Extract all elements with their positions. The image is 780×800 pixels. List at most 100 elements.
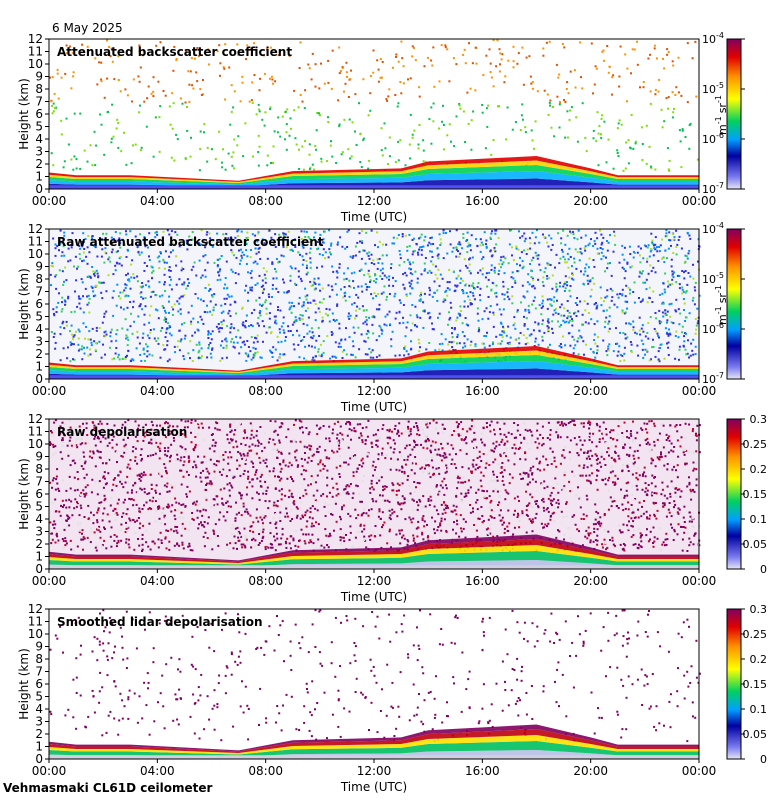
noise-pixel — [487, 317, 490, 320]
noise-pixel — [480, 241, 483, 244]
noise-pixel — [176, 138, 179, 141]
noise-pixel — [473, 298, 476, 301]
noise-pixel — [67, 297, 70, 300]
noise-pixel — [237, 235, 240, 237]
noise-pixel — [198, 341, 201, 344]
noise-pixel — [98, 340, 101, 343]
noise-pixel — [386, 99, 389, 102]
noise-pixel — [695, 439, 698, 442]
noise-pixel — [497, 273, 500, 276]
noise-pixel — [113, 534, 116, 536]
noise-pixel — [467, 295, 470, 298]
noise-pixel — [660, 453, 662, 456]
noise-pixel — [127, 339, 130, 341]
noise-pixel — [164, 455, 167, 458]
noise-pixel — [669, 239, 672, 242]
noise-pixel — [619, 292, 621, 295]
noise-pixel — [541, 425, 544, 428]
noise-pixel — [338, 342, 341, 345]
noise-pixel — [202, 508, 205, 511]
noise-pixel — [589, 541, 592, 544]
noise-pixel — [51, 76, 54, 79]
noise-pixel — [499, 342, 502, 345]
noise-pixel — [661, 292, 664, 295]
noise-pixel — [683, 453, 686, 456]
noise-pixel — [414, 270, 417, 273]
noise-pixel — [179, 312, 182, 315]
noise-pixel — [585, 263, 588, 266]
noise-pixel — [71, 51, 74, 54]
noise-pixel — [485, 245, 488, 248]
noise-pixel — [270, 162, 272, 164]
noise-pixel — [158, 517, 161, 520]
noise-pixel — [260, 471, 263, 474]
noise-pixel — [338, 72, 341, 75]
noise-pixel — [268, 229, 271, 232]
noise-pixel — [372, 259, 375, 262]
noise-pixel — [529, 469, 532, 472]
noise-pixel — [595, 302, 597, 304]
noise-pixel — [213, 504, 216, 507]
noise-pixel — [225, 347, 228, 350]
noise-pixel — [100, 291, 103, 294]
noise-pixel — [253, 42, 256, 45]
noise-pixel — [399, 481, 402, 484]
noise-pixel — [489, 501, 492, 504]
noise-pixel — [422, 310, 425, 313]
noise-pixel — [252, 481, 255, 484]
noise-pixel — [568, 311, 571, 314]
noise-pixel — [52, 523, 54, 526]
noise-pixel — [363, 274, 366, 277]
noise-pixel — [240, 248, 242, 251]
noise-pixel — [246, 44, 249, 47]
noise-pixel — [644, 281, 647, 284]
noise-pixel — [343, 272, 346, 275]
noise-pixel — [427, 56, 429, 59]
noise-pixel — [422, 160, 425, 163]
noise-pixel — [617, 350, 620, 353]
noise-pixel — [348, 485, 351, 488]
noise-pixel — [521, 260, 524, 263]
noise-pixel — [527, 473, 530, 476]
noise-pixel — [277, 291, 280, 293]
noise-pixel — [271, 78, 274, 81]
noise-pixel — [601, 452, 603, 455]
noise-pixel — [129, 325, 132, 328]
noise-pixel — [674, 309, 677, 312]
noise-pixel — [656, 250, 659, 253]
noise-pixel — [617, 155, 620, 157]
noise-pixel — [313, 168, 315, 171]
noise-pixel — [336, 304, 339, 307]
noise-pixel — [90, 285, 93, 288]
noise-pixel — [648, 286, 651, 289]
noise-pixel — [511, 246, 513, 249]
noise-pixel — [141, 308, 144, 311]
noise-pixel — [217, 421, 220, 424]
noise-pixel — [364, 283, 367, 286]
noise-pixel — [285, 131, 288, 134]
noise-pixel — [442, 104, 444, 107]
noise-pixel — [503, 298, 506, 301]
noise-pixel — [624, 337, 627, 340]
noise-pixel — [112, 478, 115, 481]
noise-pixel — [633, 457, 636, 460]
noise-pixel — [576, 297, 579, 299]
noise-pixel — [166, 422, 169, 425]
noise-pixel — [142, 347, 145, 350]
noise-pixel — [309, 166, 312, 169]
noise-pixel — [84, 287, 87, 290]
noise-pixel — [139, 104, 141, 107]
noise-pixel — [606, 295, 609, 298]
noise-pixel — [621, 266, 624, 269]
noise-pixel — [423, 310, 426, 313]
noise-pixel — [225, 232, 228, 235]
noise-pixel — [140, 291, 143, 294]
noise-pixel — [264, 111, 267, 114]
noise-pixel — [586, 274, 589, 277]
noise-pixel — [372, 488, 375, 491]
noise-pixel — [553, 309, 556, 312]
noise-pixel — [138, 111, 141, 114]
noise-pixel — [320, 355, 323, 358]
noise-pixel — [369, 109, 372, 112]
noise-pixel — [567, 92, 570, 95]
